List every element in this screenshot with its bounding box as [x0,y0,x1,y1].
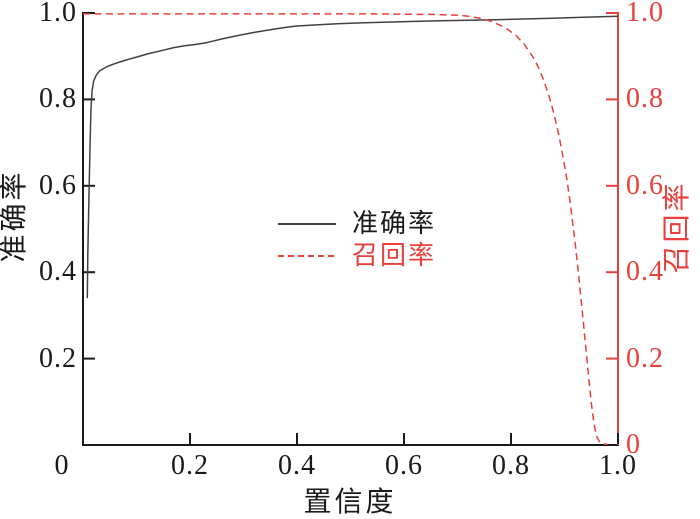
origin-label: 0 [54,450,70,481]
left-tick-label: 0.6 [39,169,77,201]
right-tick-label: 0.8 [626,83,664,115]
right-tick-label: 1.0 [626,0,664,28]
x-axis-title: 置信度 [303,487,397,518]
x-tick-label: 0.8 [492,450,530,481]
legend-entry-precision: 准确率 [278,208,436,240]
x-tick-label: 0.2 [171,450,209,481]
precision-line-sample [278,223,336,225]
legend-label-recall: 召回率 [352,241,437,270]
series-precision [86,15,619,299]
y-axis-title-left: 准确率 [0,169,30,263]
left-tick-label: 0.2 [39,342,77,374]
right-tick-label: 0 [626,429,641,460]
left-tick-label: 0.8 [39,83,77,115]
y-axis-title-right: 召回率 [662,180,693,274]
recall-line-sample [278,255,336,257]
x-tick-label: 0.4 [278,450,316,481]
right-tick-label: 0.2 [626,342,664,374]
x-tick-label: 1.0 [599,450,637,481]
legend: 准确率 召回率 [278,208,436,272]
right-tick-label: 0.6 [626,169,664,201]
left-tick-label: 0.4 [39,256,77,288]
left-tick-label: 1.0 [39,0,77,28]
x-tick-label: 0.6 [385,450,423,481]
legend-label-precision: 准确率 [352,209,437,238]
right-tick-label: 0.4 [626,256,664,288]
series-recall [83,13,608,446]
legend-entry-recall: 召回率 [278,240,436,272]
